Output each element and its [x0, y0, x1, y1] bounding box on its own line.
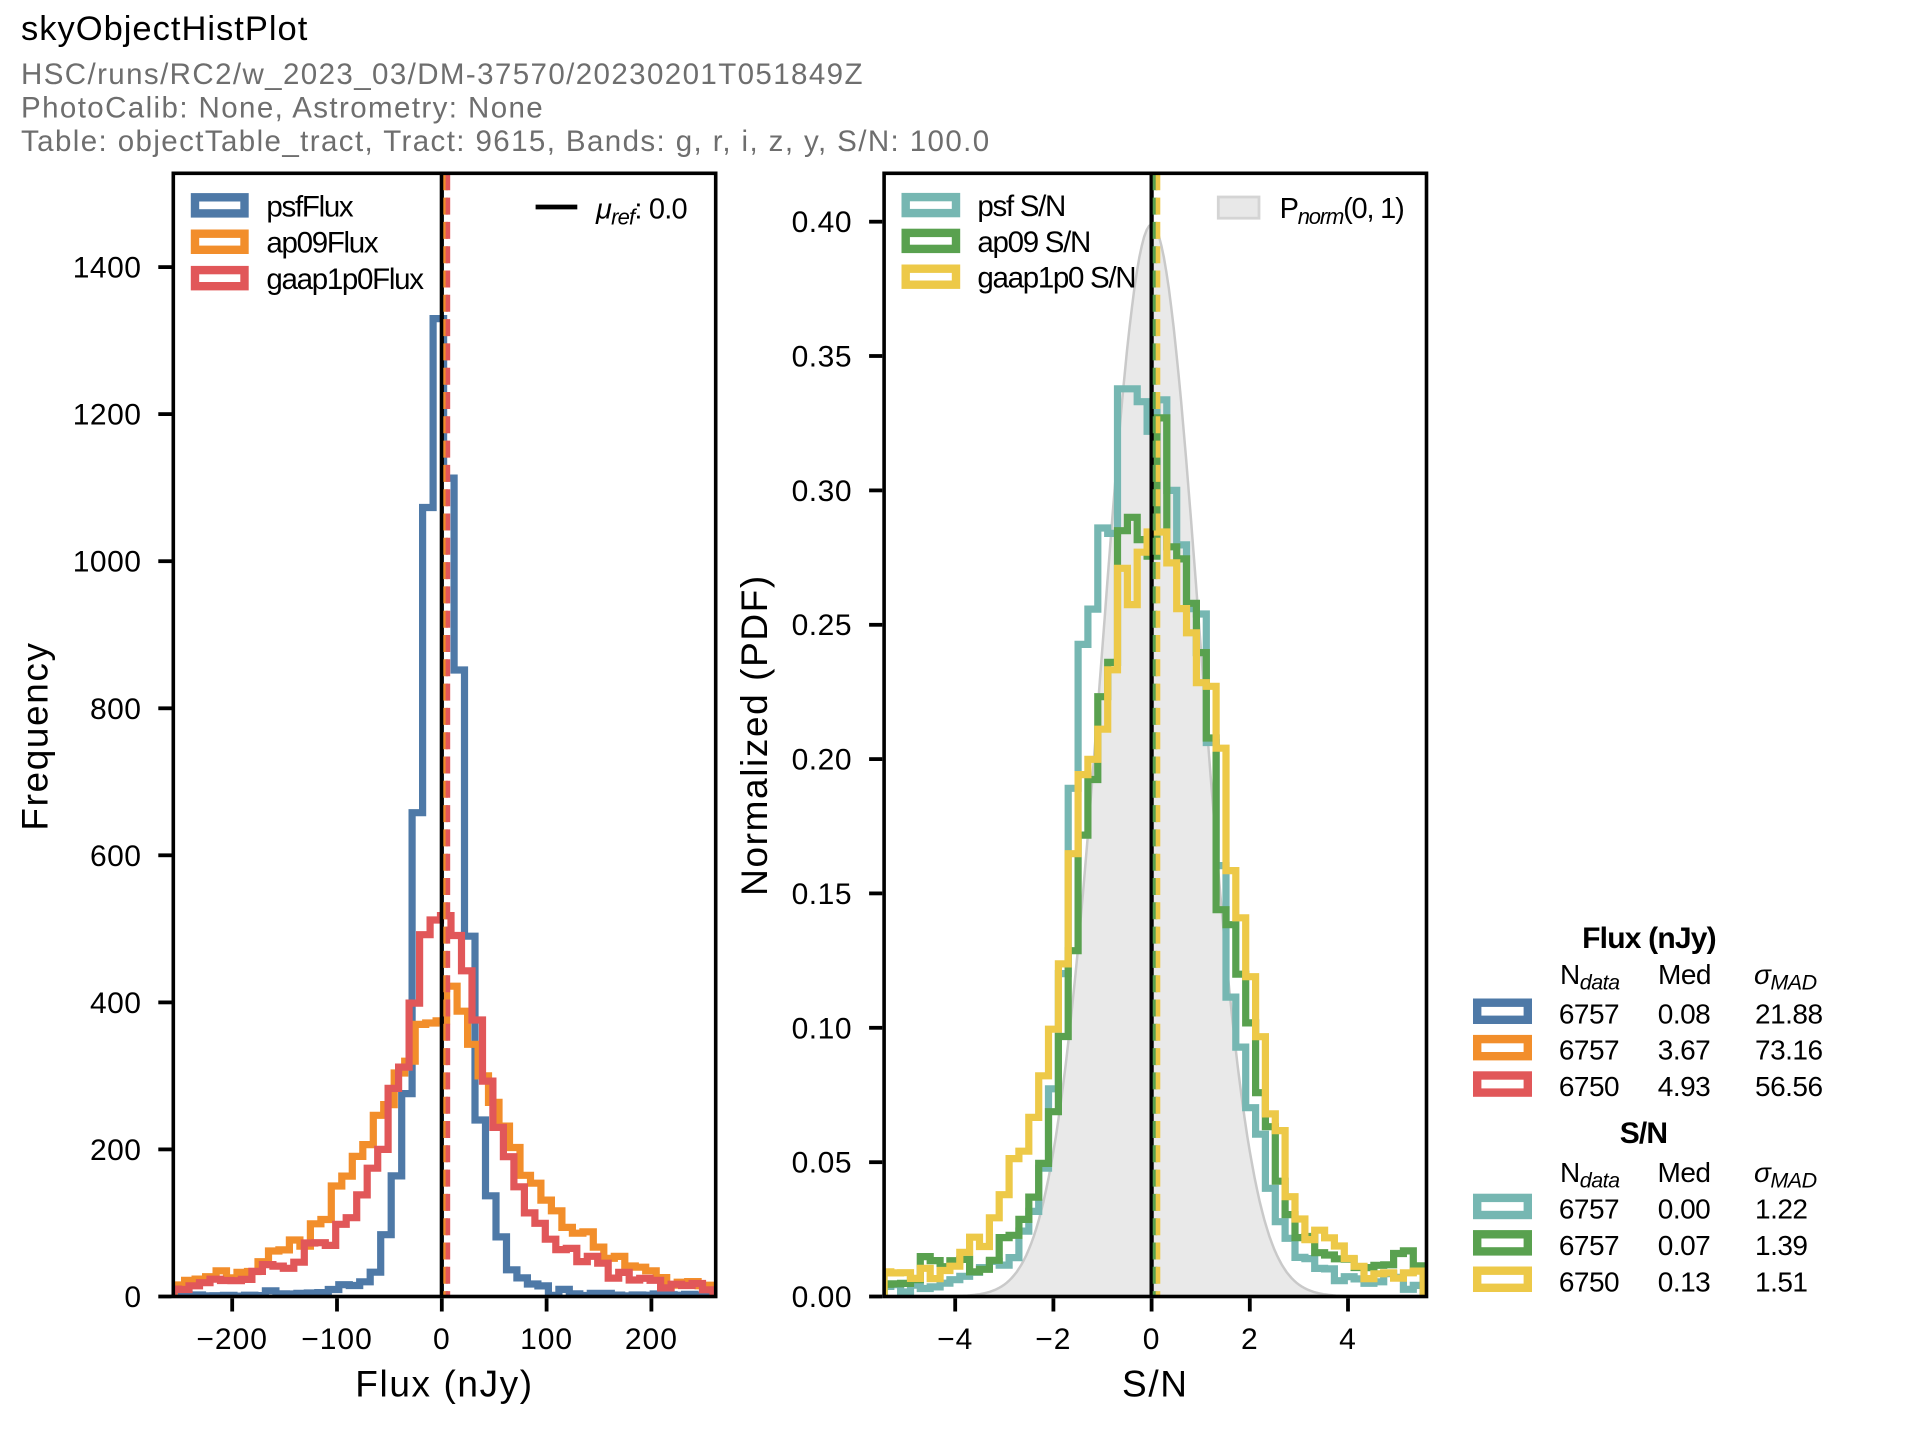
svg-text:0: 0: [433, 1323, 451, 1356]
svg-text:4.93: 4.93: [1658, 1071, 1711, 1102]
svg-text:0.15: 0.15: [792, 878, 852, 911]
svg-text:−100: −100: [301, 1323, 373, 1356]
svg-text:0.08: 0.08: [1658, 998, 1711, 1029]
svg-text:1000: 1000: [73, 546, 142, 579]
svg-text:Med: Med: [1658, 959, 1711, 990]
svg-text:6750: 6750: [1559, 1071, 1619, 1102]
svg-text:1.39: 1.39: [1755, 1230, 1808, 1261]
svg-text:21.88: 21.88: [1755, 998, 1823, 1029]
svg-text:6757: 6757: [1559, 1035, 1619, 1066]
svg-text:2: 2: [1241, 1323, 1259, 1356]
svg-text:Flux (nJy): Flux (nJy): [1582, 922, 1716, 955]
svg-text:0.25: 0.25: [792, 609, 852, 642]
svg-text:1.51: 1.51: [1755, 1266, 1808, 1297]
svg-text:0.30: 0.30: [792, 475, 852, 508]
svg-text:μref: 0.0: μref: 0.0: [595, 194, 687, 230]
svg-text:ap09Flux: ap09Flux: [266, 227, 379, 260]
svg-text:0: 0: [124, 1281, 141, 1314]
svg-text:3.67: 3.67: [1658, 1035, 1711, 1066]
svg-text:psfFlux: psfFlux: [266, 190, 354, 223]
svg-text:1200: 1200: [73, 399, 142, 432]
svg-text:6757: 6757: [1559, 998, 1619, 1029]
svg-text:ap09 S/N: ap09 S/N: [977, 226, 1090, 259]
svg-text:−200: −200: [196, 1323, 268, 1356]
svg-text:−4: −4: [937, 1323, 973, 1356]
svg-text:600: 600: [90, 840, 142, 873]
svg-text:−2: −2: [1035, 1323, 1071, 1356]
svg-text:200: 200: [625, 1323, 678, 1356]
svg-text:0.07: 0.07: [1658, 1230, 1711, 1261]
svg-text:gaap1p0Flux: gaap1p0Flux: [266, 263, 424, 296]
svg-text:0.00: 0.00: [792, 1281, 852, 1314]
svg-text:Table: objectTable_tract, Trac: Table: objectTable_tract, Tract: 9615, B…: [21, 125, 991, 158]
svg-text:0.40: 0.40: [792, 206, 852, 239]
svg-text:0: 0: [1143, 1323, 1161, 1356]
svg-text:Med: Med: [1658, 1157, 1711, 1188]
svg-text:gaap1p0 S/N: gaap1p0 S/N: [977, 262, 1135, 295]
svg-text:PhotoCalib: None, Astrometry:: PhotoCalib: None, Astrometry: None: [21, 92, 544, 125]
svg-text:S/N: S/N: [1122, 1364, 1188, 1405]
svg-text:Flux (nJy): Flux (nJy): [355, 1364, 533, 1405]
svg-text:100: 100: [520, 1323, 573, 1356]
svg-text:200: 200: [90, 1134, 142, 1167]
svg-text:0.05: 0.05: [792, 1147, 852, 1180]
svg-text:Normalized (PDF): Normalized (PDF): [734, 574, 775, 896]
svg-text:73.16: 73.16: [1755, 1035, 1823, 1066]
svg-text:S/N: S/N: [1620, 1117, 1668, 1150]
svg-text:1400: 1400: [73, 252, 142, 285]
svg-text:Frequency: Frequency: [14, 641, 55, 830]
svg-text:HSC/runs/RC2/w_2023_03/DM-3757: HSC/runs/RC2/w_2023_03/DM-37570/20230201…: [21, 58, 864, 91]
svg-text:0.35: 0.35: [792, 341, 852, 374]
svg-text:6757: 6757: [1559, 1230, 1619, 1261]
svg-text:Pnorm(0, 1): Pnorm(0, 1): [1280, 193, 1404, 229]
svg-text:psf S/N: psf S/N: [977, 190, 1065, 223]
svg-text:0.13: 0.13: [1658, 1266, 1711, 1297]
svg-text:skyObjectHistPlot: skyObjectHistPlot: [21, 10, 308, 48]
svg-text:6750: 6750: [1559, 1266, 1619, 1297]
svg-text:0.20: 0.20: [792, 744, 852, 777]
svg-text:56.56: 56.56: [1755, 1071, 1823, 1102]
svg-text:1.22: 1.22: [1755, 1194, 1808, 1225]
svg-text:800: 800: [90, 693, 142, 726]
svg-text:6757: 6757: [1559, 1194, 1619, 1225]
svg-text:0.00: 0.00: [1658, 1194, 1711, 1225]
svg-text:4: 4: [1339, 1323, 1357, 1356]
svg-text:0.10: 0.10: [792, 1012, 852, 1045]
svg-text:400: 400: [90, 987, 142, 1020]
